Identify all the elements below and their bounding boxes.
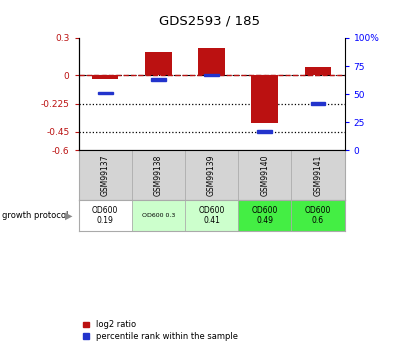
Bar	[132, 199, 185, 231]
Bar	[291, 199, 345, 231]
Bar	[132, 150, 185, 199]
Text: GSM99137: GSM99137	[101, 154, 110, 196]
Bar	[204, 74, 219, 77]
Bar	[151, 78, 166, 81]
Text: GSM99140: GSM99140	[260, 154, 269, 196]
Text: OD600
0.19: OD600 0.19	[92, 206, 118, 225]
Bar	[185, 199, 238, 231]
Text: growth protocol: growth protocol	[2, 211, 69, 220]
Text: GSM99138: GSM99138	[154, 154, 163, 196]
Bar	[311, 102, 325, 105]
Bar	[145, 52, 172, 76]
Bar	[79, 199, 132, 231]
Text: GDS2593 / 185: GDS2593 / 185	[159, 14, 260, 28]
Text: OD600 0.3: OD600 0.3	[142, 213, 175, 218]
Text: OD600
0.6: OD600 0.6	[305, 206, 331, 225]
Bar	[92, 76, 118, 79]
Bar	[238, 150, 291, 199]
Bar	[305, 67, 331, 76]
Bar	[98, 92, 112, 95]
Bar	[258, 130, 272, 132]
Bar	[185, 150, 238, 199]
Bar	[198, 48, 225, 76]
Bar	[251, 76, 278, 123]
Text: OD600
0.49: OD600 0.49	[251, 206, 278, 225]
Bar	[291, 150, 345, 199]
Text: OD600
0.41: OD600 0.41	[198, 206, 225, 225]
Bar	[79, 150, 132, 199]
Text: GSM99139: GSM99139	[207, 154, 216, 196]
Legend: log2 ratio, percentile rank within the sample: log2 ratio, percentile rank within the s…	[83, 321, 238, 341]
Text: GSM99141: GSM99141	[314, 154, 322, 196]
Bar	[238, 199, 291, 231]
Text: ▶: ▶	[65, 210, 73, 220]
